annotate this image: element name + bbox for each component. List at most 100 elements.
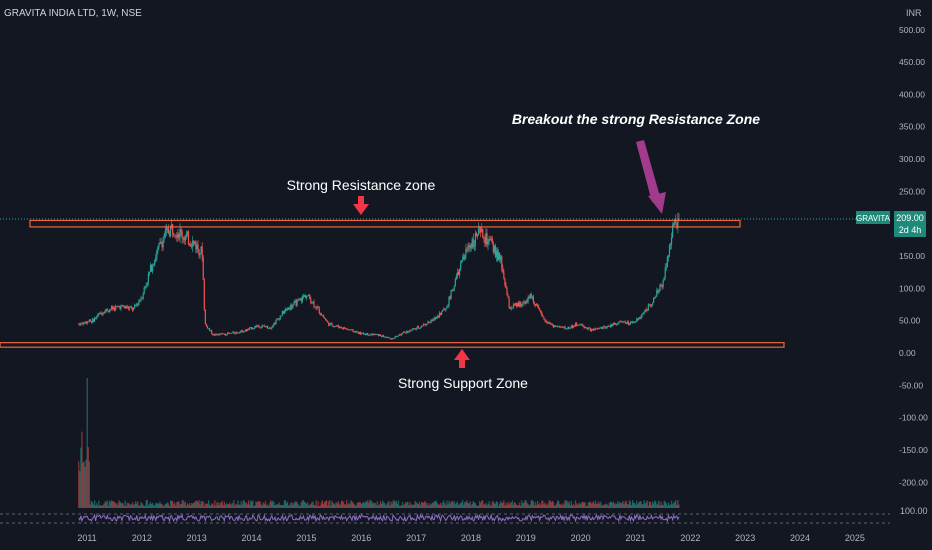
volume-bar	[593, 503, 596, 508]
volume-bar	[629, 501, 632, 508]
candle-body	[393, 337, 395, 339]
volume-bar	[532, 501, 534, 508]
volume-bar	[490, 505, 492, 508]
volume-bar	[568, 501, 570, 508]
candle-body	[129, 306, 132, 308]
volume-bar	[630, 505, 633, 508]
candle-body	[442, 309, 444, 312]
candle-body	[379, 334, 382, 336]
candle-body	[200, 246, 202, 254]
volume-bar	[598, 501, 600, 508]
candle-body	[333, 326, 335, 328]
candle-body	[252, 328, 254, 330]
y-tick-label: -100.00	[899, 413, 928, 423]
candle-body	[314, 306, 316, 308]
volume-bar	[533, 505, 536, 508]
volume-bar	[512, 504, 514, 508]
candle-body	[390, 338, 392, 340]
volume-bar	[93, 500, 96, 508]
volume-bar	[323, 501, 326, 508]
candle-body	[174, 235, 176, 237]
volume-bar	[278, 502, 280, 508]
volume-bar	[170, 500, 173, 508]
candle-body	[89, 319, 91, 322]
candle-body	[156, 250, 158, 258]
candle-body	[605, 327, 607, 329]
volume-bar	[524, 500, 526, 508]
volume-bar	[572, 503, 575, 508]
candle-body	[593, 328, 596, 330]
candle-body	[483, 237, 485, 239]
volume-bar	[451, 500, 453, 508]
candle-body	[233, 331, 235, 334]
x-tick-label: 2015	[296, 533, 316, 543]
y-tick-label: 500.00	[899, 25, 925, 35]
volume-bar	[146, 500, 148, 508]
x-tick-label: 2013	[187, 533, 207, 543]
volume-bar	[178, 501, 180, 508]
volume-bar	[467, 503, 469, 508]
volume-bar	[651, 501, 654, 508]
volume-bar	[309, 504, 311, 508]
volume-bar	[347, 504, 349, 508]
volume-bar	[580, 504, 582, 508]
candle-body	[625, 322, 627, 324]
candle-body	[486, 233, 488, 245]
candle-body	[182, 238, 184, 239]
volume-bar	[187, 504, 190, 508]
y-tick-label: 450.00	[899, 57, 925, 67]
volume-bar	[111, 501, 114, 508]
candle-body	[638, 317, 640, 320]
volume-bar	[457, 504, 460, 508]
volume-bar	[154, 505, 156, 508]
volume-bar	[527, 504, 529, 508]
volume-bar	[438, 504, 441, 508]
candle-body	[398, 334, 401, 336]
volume-bar	[225, 503, 228, 508]
candle-body	[293, 301, 295, 306]
volume-bar	[374, 502, 376, 508]
volume-bar	[417, 504, 420, 508]
volume-bar	[518, 505, 520, 508]
volume-bar	[336, 503, 338, 508]
candle-body	[313, 301, 315, 307]
candle-body	[633, 321, 635, 323]
candle-body	[341, 327, 344, 329]
volume-bar	[653, 503, 655, 508]
volume-bar	[156, 503, 158, 508]
volume-bar	[138, 505, 140, 508]
volume-bar	[233, 500, 235, 508]
candle-body	[608, 326, 610, 328]
volume-bar	[117, 504, 119, 508]
candle-body	[534, 304, 537, 306]
candle-body	[127, 306, 129, 309]
candle-body	[501, 256, 503, 268]
candle-body	[240, 330, 242, 332]
candle-body	[503, 272, 505, 279]
candle-body	[257, 325, 259, 327]
volume-bar	[318, 505, 320, 508]
volume-bar	[322, 503, 325, 508]
volume-bar	[403, 505, 405, 508]
candle-body	[123, 306, 125, 308]
volume-bar	[547, 503, 549, 508]
candle-body	[678, 218, 680, 221]
candle-body	[186, 231, 189, 235]
volume-bar	[505, 502, 507, 508]
candle-body	[574, 323, 577, 327]
candle-body	[407, 330, 409, 333]
volume-bar	[484, 503, 486, 508]
volume-bar	[99, 505, 101, 508]
candle-body	[242, 331, 244, 333]
candle-body	[331, 323, 333, 326]
candle-body	[587, 327, 589, 330]
volume-bar	[319, 505, 321, 508]
volume-bar	[271, 501, 273, 508]
candle-body	[509, 307, 511, 309]
volume-bar	[660, 501, 662, 508]
volume-bar	[452, 502, 454, 508]
candle-body	[422, 325, 424, 327]
volume-bar	[227, 504, 230, 508]
